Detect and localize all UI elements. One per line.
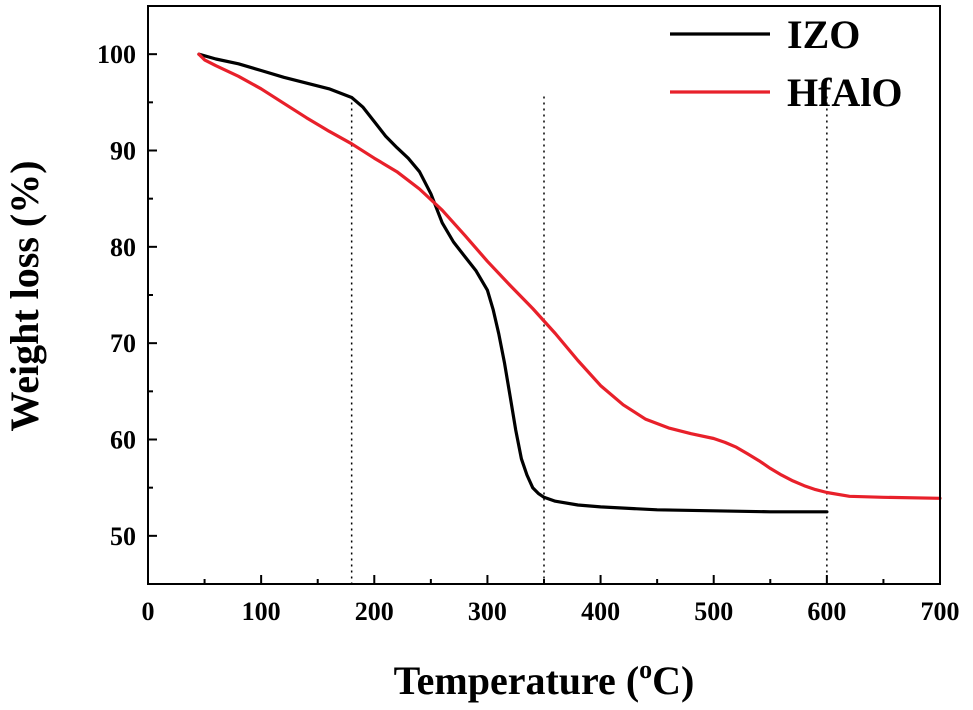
series-line-hfalo [197,52,942,500]
y-axis-title: Weight loss (%) [2,160,47,431]
x-axis-title: Temperature (oC) [394,655,695,703]
y-tick-label: 50 [110,522,136,551]
x-tick-label: 0 [142,597,155,626]
y-tick-label: 90 [110,137,136,166]
x-tick-label: 200 [355,597,394,626]
legend: IZO HfAlO [670,12,903,115]
x-tick-label: 300 [468,597,507,626]
y-tick-label: 70 [110,329,136,358]
y-tick-label: 60 [110,426,136,455]
x-tick-label: 700 [921,597,960,626]
x-tick-label: 100 [242,597,281,626]
series-layer [197,52,942,514]
y-tick-label: 100 [97,40,136,69]
legend-label-hfalo: HfAlO [787,70,903,115]
y-tick-label: 80 [110,233,136,262]
series-line-izo [197,52,829,514]
legend-label-izo: IZO [787,12,860,57]
x-tick-label: 600 [807,597,846,626]
x-tick-label: 400 [581,597,620,626]
x-axis-ticks: 0 100 200 300 400 500 600 700 [142,575,960,626]
x-tick-label: 500 [694,597,733,626]
y-axis-ticks: 50 60 70 80 90 100 [97,40,157,551]
